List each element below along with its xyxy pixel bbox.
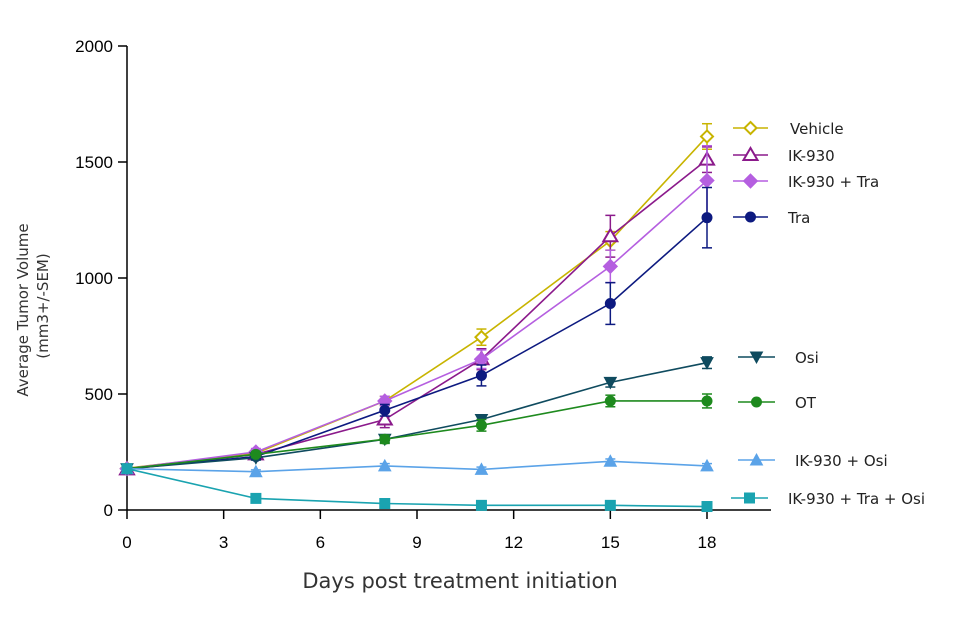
series-line — [126, 217, 708, 470]
data-point — [603, 376, 618, 390]
series-ik-930 — [118, 146, 716, 476]
y-tick-label: 1000 — [75, 269, 113, 288]
legend-marker — [743, 120, 758, 136]
x-tick-label: 6 — [316, 533, 325, 552]
data-point — [377, 458, 392, 472]
legend-marker — [751, 396, 762, 408]
data-point — [379, 404, 391, 416]
legend-marker — [749, 351, 764, 365]
data-point — [474, 462, 489, 475]
legend-marker — [744, 492, 755, 504]
y-tick-label: 1500 — [75, 153, 113, 172]
series-line — [126, 460, 708, 473]
x-tick-label: 12 — [504, 533, 523, 552]
data-point — [701, 212, 713, 224]
legend-item-ik-930-tra: IK-930 + Tra — [733, 173, 879, 191]
legend-label: Tra — [787, 209, 810, 227]
legend-item-ik-930-tra-osi: IK-930 + Tra + Osi — [731, 490, 925, 508]
legend-label: IK-930 + Tra + Osi — [788, 490, 925, 508]
data-point — [121, 463, 133, 475]
legend-marker — [745, 211, 756, 223]
legend: Vehicle IK-930 IK-930 + Tra Tra Osi OT IK-930 … — [731, 120, 925, 508]
y-tick-label: 0 — [104, 501, 113, 520]
x-tick-label: 3 — [219, 533, 228, 552]
data-point — [602, 258, 619, 275]
axes: 0 500 1000 1500 2000 0 3 6 9 12 15 18 — [75, 37, 771, 552]
series-layer — [118, 122, 716, 513]
series-tra — [121, 186, 713, 475]
data-point — [604, 395, 616, 407]
legend-label: Osi — [795, 349, 819, 367]
data-point — [604, 298, 616, 310]
y-tick-label: 2000 — [75, 37, 113, 56]
series-osi — [120, 356, 714, 476]
data-point — [474, 329, 489, 345]
legend-item-osi: Osi — [738, 349, 819, 367]
data-point — [701, 501, 713, 513]
data-point — [249, 464, 263, 478]
data-point — [376, 410, 394, 426]
series-line — [126, 400, 707, 470]
data-point — [700, 458, 714, 472]
series-line — [126, 159, 708, 471]
x-tick-label: 18 — [698, 533, 717, 552]
data-point — [699, 129, 715, 144]
data-point — [601, 227, 620, 243]
data-point — [700, 357, 714, 370]
legend-label: Vehicle — [790, 120, 844, 138]
series-line — [126, 361, 708, 470]
legend-marker — [741, 146, 760, 161]
x-tick-label: 15 — [601, 533, 620, 552]
series-ik-930-tra-osi — [121, 463, 713, 513]
data-point — [250, 448, 262, 460]
data-point — [379, 498, 391, 510]
y-axis-title-line1: Average Tumor Volume — [14, 223, 32, 396]
series-line — [126, 135, 708, 470]
data-point — [603, 454, 618, 467]
data-point — [475, 499, 487, 511]
legend-marker — [742, 173, 759, 189]
legend-item-vehicle: Vehicle — [733, 120, 844, 138]
legend-label: IK-930 — [788, 147, 835, 165]
legend-item-tra: Tra — [733, 209, 810, 227]
data-point — [604, 499, 616, 511]
series-vehicle — [119, 122, 715, 476]
x-tick-label: 9 — [412, 533, 421, 552]
x-tick-label: 0 — [122, 533, 131, 552]
y-axis-title-line2: (mm3+/-SEM) — [34, 253, 52, 358]
legend-marker — [749, 452, 764, 466]
data-point — [250, 492, 262, 504]
data-point — [475, 369, 487, 381]
data-point — [701, 395, 713, 407]
legend-item-ik-930-osi: IK-930 + Osi — [738, 452, 888, 470]
legend-label: IK-930 + Osi — [795, 452, 888, 470]
y-tick-label: 500 — [85, 385, 113, 404]
series-line — [126, 467, 708, 508]
series-ik-930-tra — [119, 145, 715, 477]
data-point — [475, 419, 487, 431]
x-axis-title: Days post treatment initiation — [302, 569, 617, 593]
legend-label: IK-930 + Tra — [788, 173, 879, 191]
legend-label: OT — [795, 394, 817, 412]
series-line — [126, 179, 708, 470]
legend-item-ik-930: IK-930 — [733, 146, 835, 165]
data-point — [379, 433, 391, 445]
legend-item-ot: OT — [738, 394, 817, 412]
